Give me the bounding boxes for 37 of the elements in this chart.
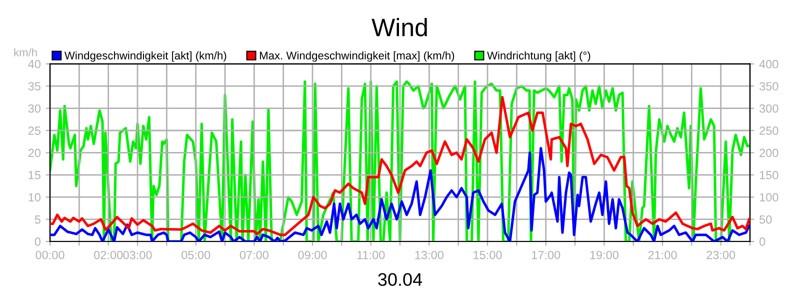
- y-tick-label: 0: [34, 238, 41, 246]
- x-tick-label: 17:00: [532, 250, 560, 260]
- y-tick-label: 20: [28, 148, 41, 158]
- x-tick-label: 23:00: [706, 250, 736, 260]
- y2-tick-label: 350: [759, 82, 778, 90]
- x-tick-label: 02:00: [94, 250, 123, 260]
- x-tick-label: 09:00: [298, 250, 327, 260]
- y2-tick-label: 200: [760, 148, 778, 158]
- y-tick-label: 35: [28, 82, 40, 90]
- x-tick-label: 15:00: [474, 250, 502, 260]
- legend-label: Windgeschwindigkeit [akt] (km/h): [64, 51, 226, 62]
- y2-tick-label: 300: [759, 104, 778, 113]
- x-tick-label: 03:00: [123, 250, 152, 260]
- x-tick-label: 07:00: [240, 250, 268, 260]
- y-tick-label: 40: [28, 60, 41, 68]
- y-tick-label: 15: [28, 171, 40, 180]
- y2-tick-label: 100: [760, 193, 778, 202]
- y2-tick-label: 250: [760, 126, 778, 135]
- y2-tick-label: 50: [760, 215, 772, 224]
- y2-tick-label: 0: [759, 238, 766, 246]
- y-axis-title: km/h: [14, 48, 37, 56]
- y-tick-label: 25: [28, 126, 40, 135]
- x-tick-label: 00:00: [36, 250, 64, 260]
- legend-label: Windrichtung [akt] (°): [487, 51, 590, 62]
- x-tick-label: 21:00: [648, 250, 677, 260]
- legend-label: Max. Windgeschwindigkeit [max] (km/h): [260, 51, 454, 62]
- y-tick-label: 5: [34, 215, 40, 224]
- x-tick-label: 05:00: [182, 250, 210, 260]
- x-axis-title: 30.04: [378, 273, 422, 286]
- y2-tick-label: 400: [759, 60, 778, 68]
- y2-tick-label: 150: [760, 170, 778, 180]
- chart-title: Wind: [372, 18, 427, 36]
- y-tick-label: 10: [28, 193, 41, 202]
- x-tick-label: 13:00: [415, 250, 444, 260]
- x-tick-label: 11:00: [357, 250, 385, 260]
- x-tick-label: 19:00: [590, 250, 618, 260]
- y-tick-label: 30: [28, 104, 41, 113]
